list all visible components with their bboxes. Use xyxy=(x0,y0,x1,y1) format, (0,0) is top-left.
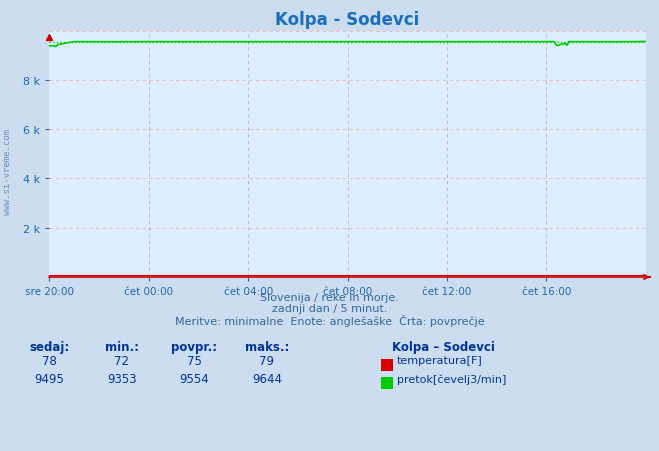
Text: 9353: 9353 xyxy=(107,372,136,385)
Title: Kolpa - Sodevci: Kolpa - Sodevci xyxy=(275,11,420,28)
Text: Kolpa – Sodevci: Kolpa – Sodevci xyxy=(392,341,495,354)
Text: 78: 78 xyxy=(42,354,57,367)
Text: 79: 79 xyxy=(260,354,274,367)
Text: min.:: min.: xyxy=(105,341,139,354)
Text: temperatura[F]: temperatura[F] xyxy=(397,355,482,365)
Text: pretok[čevelj3/min]: pretok[čevelj3/min] xyxy=(397,373,506,384)
Text: 9554: 9554 xyxy=(179,372,210,385)
Text: 9495: 9495 xyxy=(34,372,65,385)
Text: www.si-vreme.com: www.si-vreme.com xyxy=(3,129,13,214)
Text: zadnji dan / 5 minut.: zadnji dan / 5 minut. xyxy=(272,303,387,313)
Text: 75: 75 xyxy=(187,354,202,367)
Text: sedaj:: sedaj: xyxy=(29,341,70,354)
Text: povpr.:: povpr.: xyxy=(171,341,217,354)
Text: 9644: 9644 xyxy=(252,372,282,385)
Text: maks.:: maks.: xyxy=(244,341,289,354)
Text: 72: 72 xyxy=(115,354,129,367)
Text: Slovenija / reke in morje.: Slovenija / reke in morje. xyxy=(260,292,399,302)
Text: Meritve: minimalne  Enote: anglešaške  Črta: povprečje: Meritve: minimalne Enote: anglešaške Črt… xyxy=(175,314,484,326)
